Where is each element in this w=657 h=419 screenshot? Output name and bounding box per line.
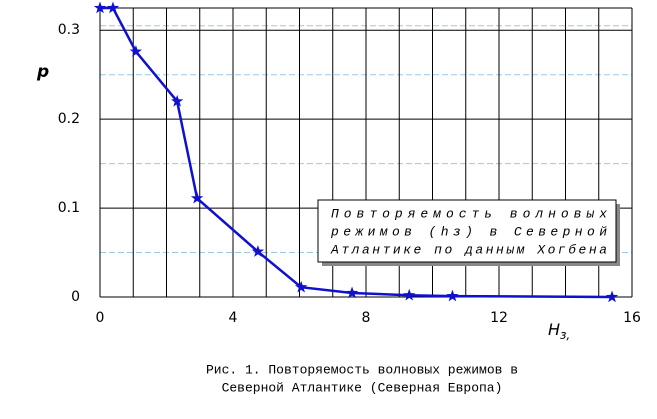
- star-marker: [129, 45, 143, 57]
- star-marker: [93, 1, 107, 14]
- star-marker: [190, 191, 204, 204]
- x-axis-label: Hз,: [548, 320, 570, 342]
- star-marker: [170, 94, 184, 107]
- annotation-line: Атлантике по данным Хогбена: [330, 242, 607, 257]
- annotation-box: [317, 199, 617, 263]
- star-marker: [294, 280, 308, 293]
- y-axis-label: p: [36, 62, 49, 82]
- star-marker: [106, 1, 120, 14]
- star-marker: [446, 289, 459, 302]
- y-tick-label: 0.3: [58, 22, 80, 38]
- y-tick-label: 0: [71, 289, 80, 305]
- x-tick-label: 8: [362, 310, 371, 326]
- y-tick-label: 0.1: [58, 200, 80, 216]
- x-axis-label-sub: з,: [560, 328, 570, 342]
- star-marker: [251, 245, 265, 257]
- x-tick-label: 4: [229, 310, 238, 326]
- x-tick-label: 12: [490, 310, 508, 326]
- caption-line: Рис. 1. Повторяемость волновых режимов в: [206, 362, 518, 377]
- star-marker: [403, 288, 416, 301]
- annotation-line: режимов (hз) в Северной: [330, 224, 607, 239]
- x-tick-label: 0: [96, 310, 105, 326]
- y-tick-label: 0.2: [58, 111, 80, 127]
- x-axis-label-main: H: [548, 320, 560, 339]
- star-marker: [345, 286, 359, 299]
- star-marker: [605, 290, 619, 303]
- x-tick-label: 16: [623, 310, 641, 326]
- caption-line: Северной Атлантике (Северная Европа): [222, 380, 503, 395]
